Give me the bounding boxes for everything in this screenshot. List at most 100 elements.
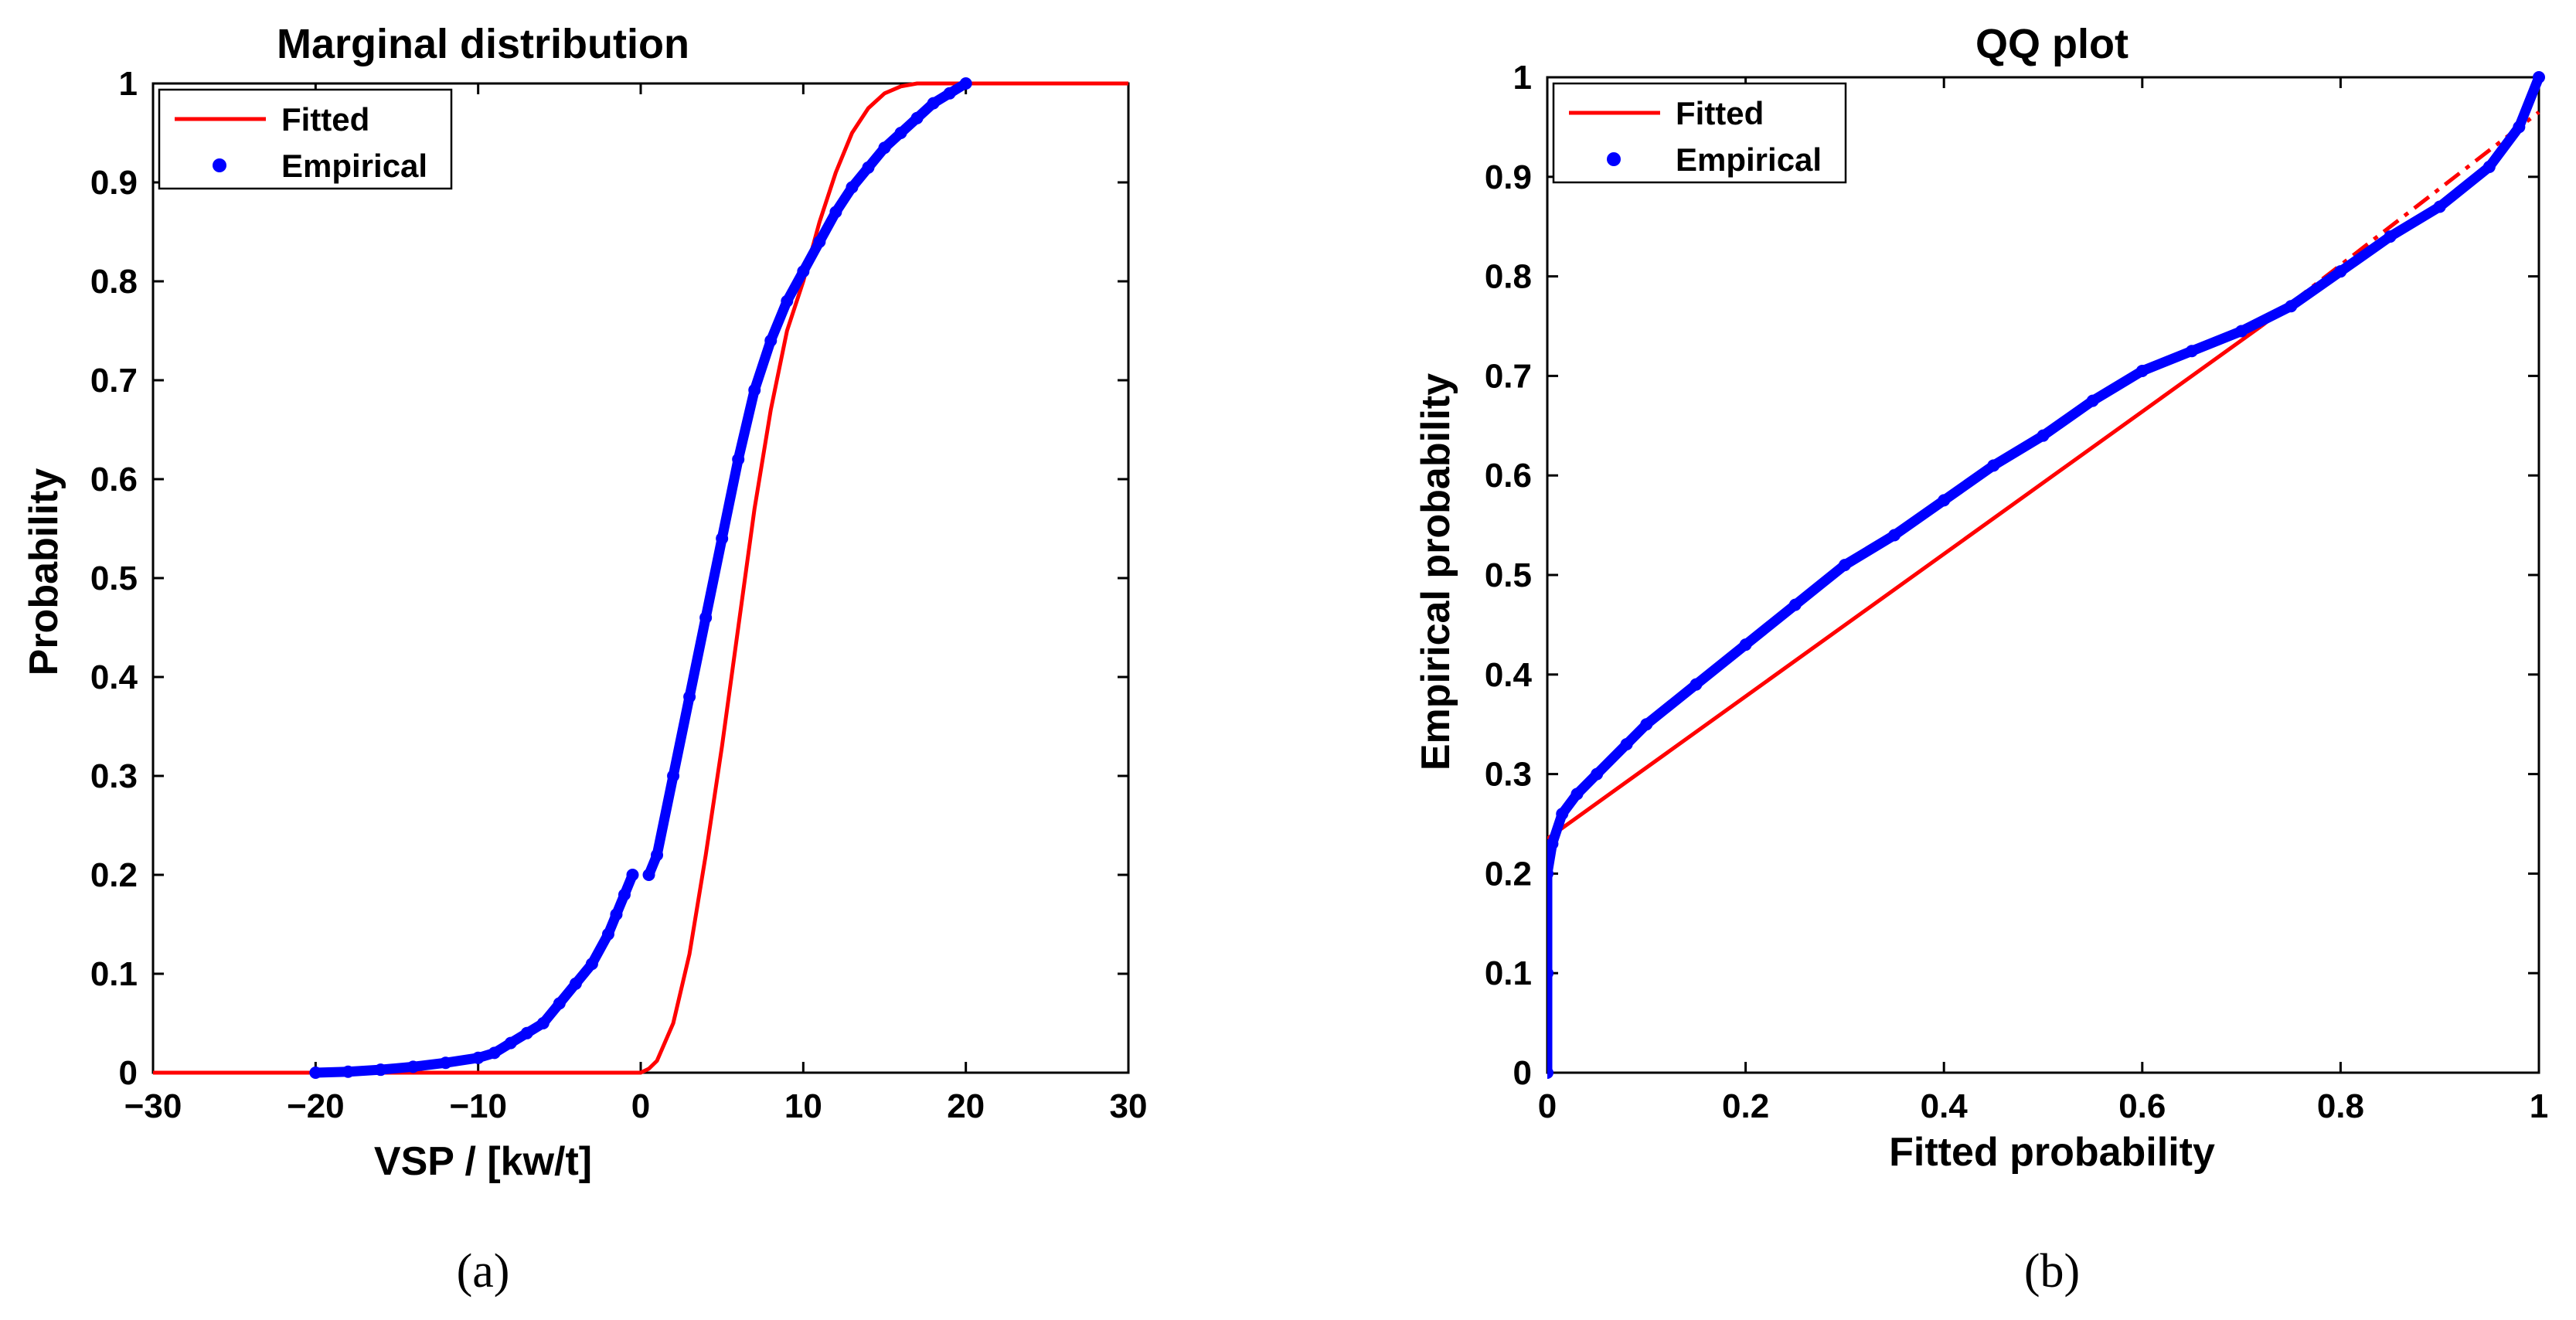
chart-a-series-empirical-point (959, 77, 972, 90)
chart-a-x-tick-label: −30 (124, 1087, 182, 1125)
chart-a-series-empirical-point (407, 1060, 420, 1073)
chart-a-series-empirical-point (504, 1036, 517, 1050)
chart-a-y-tick-label: 1 (119, 65, 138, 103)
chart-a-y-tick-label: 0 (119, 1054, 138, 1092)
chart-b-series-empirical-point (2384, 230, 2397, 243)
chart-a-series-empirical-point (910, 111, 924, 124)
chart-b-series-empirical-point (1547, 837, 1559, 850)
chart-a-series-empirical-point (618, 888, 631, 901)
chart-a-series-empirical-point (748, 383, 761, 396)
chart-a-series-empirical-point (894, 127, 907, 139)
chart-b-ylabel: Empirical probability (1414, 373, 1458, 771)
chart-b-y-tick-label: 0.5 (1485, 556, 1532, 594)
chart-b-plot-area (1547, 71, 2545, 1079)
chart-a-series-empirical-point (569, 977, 582, 990)
chart-b-series-empirical-point (2185, 345, 2198, 358)
chart-a-x-tick-label: 0 (631, 1087, 650, 1125)
chart-a-series-empirical-point (601, 927, 614, 941)
chart-a-x-tick-label: 30 (1110, 1087, 1148, 1125)
chart-a-series-empirical-point (439, 1056, 452, 1070)
chart-a-y-tick-label: 0.6 (90, 461, 138, 498)
chart-b-series-empirical-point (2235, 325, 2248, 338)
chart-a-x-tick-label: −20 (287, 1087, 345, 1125)
chart-b-y-tick-label: 0 (1513, 1054, 1532, 1092)
chart-a-series-empirical-point (642, 869, 655, 881)
chart-a-series-empirical-point (683, 690, 696, 703)
chart-b-y-tick-label: 0.6 (1485, 457, 1532, 495)
chart-a-plot-area (153, 77, 1128, 1079)
chart-b-series-empirical-point (1591, 767, 1604, 781)
chart-b-y-tick-label: 0.8 (1485, 258, 1532, 296)
chart-b-x-tick-label: 0.8 (2317, 1087, 2364, 1125)
chart-b-series-fitted-line (1547, 324, 2263, 841)
chart-b-series-empirical-point (2433, 200, 2446, 213)
chart-b-series-empirical-point (2533, 71, 2545, 83)
chart-a-series-empirical-point (716, 532, 729, 545)
chart-b-y-tick-label: 0.2 (1485, 855, 1532, 893)
chart-b-y-tick-label: 0.7 (1485, 357, 1532, 395)
chart-a-y-tick-label: 0.7 (90, 362, 138, 400)
chart-b-x-tick-label: 0.4 (1921, 1087, 1969, 1125)
chart-a-series-empirical-point (626, 869, 639, 881)
chart-b-series-empirical-point (2086, 394, 2099, 407)
chart-b-series-empirical-trace (1547, 72, 2544, 1078)
chart-a-series-empirical-trace (310, 869, 638, 1078)
chart-a-caption: (a) (457, 1245, 510, 1298)
chart-a-xlabel: VSP / [kw/t] (374, 1139, 592, 1184)
chart-a-ylabel: Probability (22, 468, 66, 676)
chart-b-series-empirical-point (2135, 364, 2149, 377)
chart-a-legend-label: Fitted (281, 101, 369, 138)
chart-b-x-tick-label: 0.2 (1722, 1087, 1769, 1125)
chart-a-y-tick-label: 0.5 (90, 560, 138, 597)
chart-b-y-tick-label: 0.4 (1485, 656, 1533, 694)
chart-b-series-empirical-point (1556, 808, 1569, 821)
chart-b-series-empirical-point (1570, 788, 1584, 801)
chart-a-series-empirical-point (667, 770, 680, 782)
chart-a-x-tick-label: 10 (784, 1087, 822, 1125)
chart-b-y-tick-label: 0.9 (1485, 158, 1532, 196)
chart-a-y-tick-label: 0.8 (90, 263, 138, 301)
chart-a-series-empirical-point (610, 908, 623, 921)
chart-a-series-fitted-line (153, 81, 1128, 1075)
chart-b-series-empirical-point (2285, 300, 2298, 313)
chart-b-legend: Fitted Empirical (1552, 82, 1847, 184)
chart-b-series-empirical-point (1690, 678, 1703, 691)
chart-a-series-empirical-point (471, 1051, 485, 1064)
chart-a-x-tick-label: 20 (947, 1087, 985, 1125)
chart-a-series-empirical-point (846, 181, 859, 194)
chart-a-series-empirical-point (488, 1046, 501, 1060)
chart-a-title: Marginal distribution (277, 21, 689, 67)
chart-b-title: QQ plot (1975, 21, 2129, 67)
chart-a-y-tick-label: 0.9 (90, 164, 138, 202)
chart-a-series-empirical-trace (644, 78, 972, 880)
chart-a-series-empirical-point (813, 235, 826, 248)
chart-a-legend-label: Empirical (281, 148, 427, 184)
chart-b-series-empirical-point (1888, 529, 1901, 542)
chart-b-series-empirical-point (1938, 494, 1951, 507)
chart-a-legend-empirical-marker (213, 158, 226, 172)
chart-b-y-tick-label: 0.3 (1485, 756, 1532, 794)
chart-a-series-empirical-point (943, 87, 956, 100)
chart-b-series-empirical-point (1838, 559, 1851, 572)
chart-b-caption: (b) (2024, 1245, 2080, 1298)
chart-a-series-empirical-point (520, 1026, 533, 1039)
chart-a-series-empirical-point (585, 958, 598, 971)
chart-a-series-empirical-point (651, 849, 664, 862)
chart-b-series-empirical-point (1547, 867, 1553, 880)
chart-b-series-empirical-point (1640, 718, 1653, 731)
chart-a-series-empirical-point (553, 997, 566, 1010)
chart-a-series-empirical-point (309, 1067, 322, 1079)
chart-a-series-empirical-point (732, 453, 745, 466)
chart-a-series-empirical-point (878, 141, 891, 155)
chart-b-series-empirical-point (1739, 638, 1752, 651)
chart-a-series-empirical-point (374, 1063, 387, 1077)
panel-b: QQ plot Fitted probability Empirical pro… (1414, 21, 2548, 1298)
chart-b-series-empirical-point (2513, 121, 2526, 134)
chart-b-x-tick-label: 0 (1538, 1087, 1557, 1125)
chart-a-legend-box (158, 88, 453, 190)
chart-a-x-tick-label: −10 (449, 1087, 507, 1125)
chart-a-series-empirical-point (342, 1065, 355, 1078)
chart-a-series-empirical-point (927, 97, 940, 110)
chart-b-series-empirical-point (1987, 459, 2000, 472)
